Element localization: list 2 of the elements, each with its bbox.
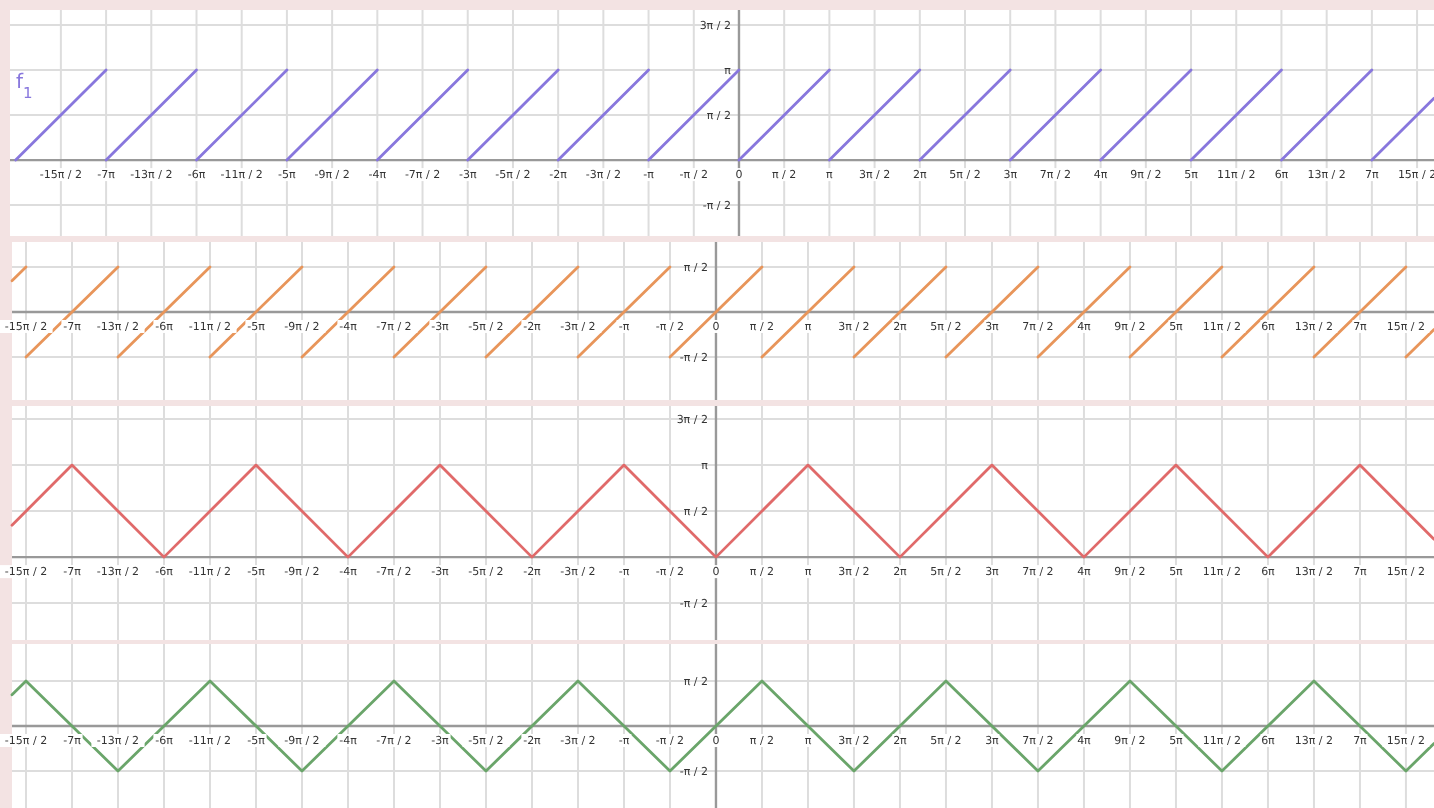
series-label: f$_{1}$ bbox=[16, 72, 34, 102]
line-series bbox=[10, 463, 1434, 559]
